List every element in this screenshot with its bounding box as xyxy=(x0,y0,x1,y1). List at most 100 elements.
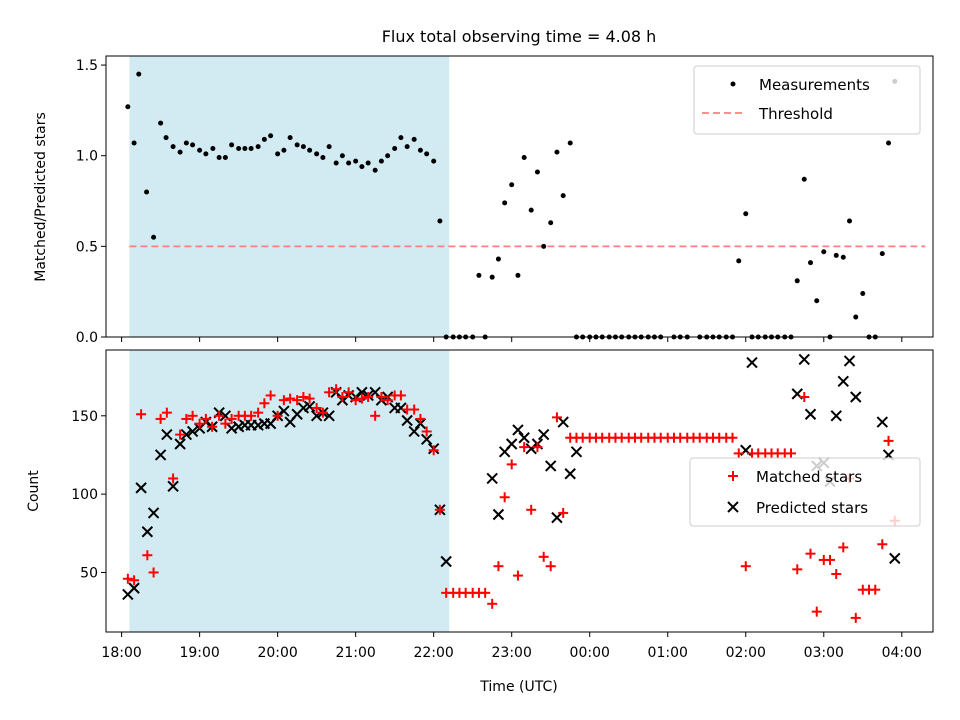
matched-star-point xyxy=(538,551,549,562)
predicted-star-point xyxy=(154,449,167,461)
predicted-star-point xyxy=(420,433,433,446)
measurement-point xyxy=(437,218,443,224)
matched-star-point xyxy=(870,584,881,595)
measurement-point xyxy=(294,142,300,148)
matched-star-point xyxy=(370,410,381,421)
measurement-point xyxy=(268,133,274,139)
measurement-point xyxy=(125,104,131,110)
predicted-star-point xyxy=(505,438,518,450)
x-tick-label: 22:00 xyxy=(413,645,453,661)
matched-star-point xyxy=(265,390,276,401)
measurement-point xyxy=(177,149,183,155)
predicted-star-point xyxy=(798,353,810,366)
measurement-point xyxy=(489,274,495,280)
y-tick-label: 1.5 xyxy=(76,58,98,74)
measurement-point xyxy=(801,176,807,182)
measurement-point xyxy=(158,120,164,126)
y-tick-label: 0.0 xyxy=(76,330,98,346)
measurement-point xyxy=(821,249,827,255)
predicted-star-point xyxy=(174,438,186,450)
matched-star-point xyxy=(350,395,361,406)
predicted-star-point xyxy=(135,482,147,494)
predicted-star-point xyxy=(564,468,576,480)
predicted-star-point xyxy=(141,526,154,538)
matched-star-point xyxy=(480,587,491,598)
ratio-panel: 0.0 0.5 1.0 1.5 Matched/Predicted stars Mea… xyxy=(33,55,934,346)
matched-star-point xyxy=(298,392,309,402)
predicted-star-point xyxy=(161,428,173,441)
matched-star-point xyxy=(175,429,186,440)
matched-star-point xyxy=(733,448,744,459)
matched-star-point xyxy=(415,413,426,424)
matched-star-point xyxy=(311,402,322,413)
measurement-point xyxy=(359,164,365,170)
x-tick-label: 19:00 xyxy=(179,645,219,661)
matched-star-point xyxy=(285,393,296,404)
measurement-point xyxy=(339,153,345,159)
count-panel-frame xyxy=(105,349,934,633)
measurement-point xyxy=(353,158,359,164)
predicted-star-point xyxy=(512,424,524,436)
matched-star-point xyxy=(786,448,797,459)
predicted-star-point xyxy=(492,508,505,521)
x-tick-label: 00:00 xyxy=(570,645,610,661)
measurement-point xyxy=(163,135,169,141)
matched-star-point xyxy=(142,550,153,561)
matched-star-point xyxy=(811,606,822,617)
y-tick-label: 50 xyxy=(80,565,98,581)
measurement-point xyxy=(307,147,313,153)
matched-star-point xyxy=(850,612,861,623)
legend-predicted-label: Predicted stars xyxy=(756,499,868,517)
predicted-star-point xyxy=(408,425,420,438)
ratio-legend-box xyxy=(693,65,921,135)
matched-star-point xyxy=(214,410,225,421)
ratio-y-axis: 0.0 0.5 1.0 1.5 xyxy=(76,58,106,346)
measurement-point xyxy=(314,151,320,157)
predicted-star-point xyxy=(889,552,901,565)
matched-star-point xyxy=(526,504,537,515)
legend-measurements-marker xyxy=(730,81,736,87)
measurement-point xyxy=(326,144,332,150)
matched-star-point xyxy=(343,387,354,398)
matched-star-point xyxy=(253,407,264,418)
measurement-point xyxy=(424,151,430,157)
x-tick-label: 02:00 xyxy=(726,645,766,661)
matched-star-point xyxy=(122,573,133,584)
measurement-point xyxy=(131,140,137,146)
matched-star-point xyxy=(506,459,517,470)
measurement-point xyxy=(411,136,417,142)
matched-star-point xyxy=(532,442,543,453)
x-tick-label: 04:00 xyxy=(882,645,922,661)
predicted-star-point xyxy=(356,386,368,399)
predicted-star-point xyxy=(746,356,758,369)
chart-title: Flux total observing time = 4.08 h xyxy=(382,27,657,46)
measurement-point xyxy=(183,140,189,146)
measurement-point xyxy=(847,218,853,224)
x-tick-label: 23:00 xyxy=(492,645,532,661)
measurement-point xyxy=(509,182,515,188)
matched-star-point xyxy=(272,410,283,421)
count-legend: Matched stars Predicted stars xyxy=(689,457,921,527)
matched-star-point xyxy=(187,410,198,421)
x-tick-label: 18:00 xyxy=(101,645,141,661)
measurement-point xyxy=(853,314,859,320)
measurement-point xyxy=(281,147,287,153)
measurement-point xyxy=(261,136,267,142)
count-y-axis: 50 100 150 xyxy=(71,409,106,581)
measurement-point xyxy=(398,135,404,141)
predicted-star-point xyxy=(537,428,550,441)
measurement-point xyxy=(404,144,410,150)
measurement-point xyxy=(136,71,142,77)
measurement-point xyxy=(548,220,554,226)
matched-star-point xyxy=(317,407,328,418)
predicted-star-point xyxy=(843,355,856,367)
measurement-point xyxy=(144,189,150,195)
matched-star-point xyxy=(395,390,406,401)
predicted-star-point xyxy=(551,511,563,524)
measurement-point xyxy=(392,145,398,151)
predicted-star-point xyxy=(401,414,413,427)
measurement-point xyxy=(515,272,521,278)
predicted-star-point xyxy=(545,460,557,472)
x-tick-label: 21:00 xyxy=(335,645,375,661)
predicted-star-point xyxy=(850,391,862,403)
